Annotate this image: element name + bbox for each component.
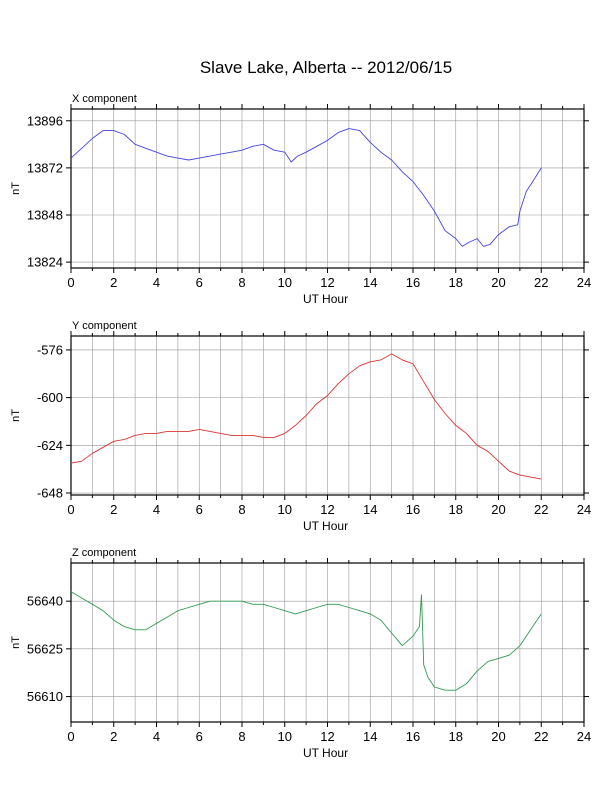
panel-2-x-tick-label: 2: [110, 729, 117, 744]
panel-0-x-tick-label: 12: [320, 275, 334, 290]
panel-0-y-tick-label: 13872: [27, 160, 63, 175]
panel-2-x-axis-label: UT Hour: [303, 746, 348, 760]
panel-2-x-tick-label: 24: [577, 729, 591, 744]
panel-2-x-tick-label: 20: [491, 729, 505, 744]
panel-0-x-tick-label: 2: [110, 275, 117, 290]
panel-1-y-tick-label: -600: [37, 390, 63, 405]
panel-1-x-tick-label: 6: [196, 502, 203, 517]
panel-1-y-tick-label: -576: [37, 342, 63, 357]
panel-0-x-tick-label: 22: [534, 275, 548, 290]
panel-1-component-label: Y component: [72, 320, 137, 332]
panel-0-x-tick-label: 16: [406, 275, 420, 290]
panel-2-component-label: Z component: [72, 547, 136, 559]
panel-2-x-tick-label: 8: [238, 729, 245, 744]
panel-1-y-tick-label: -624: [37, 438, 63, 453]
page-title: Slave Lake, Alberta -- 2012/06/15: [199, 58, 453, 77]
panel-1-y-tick-label: -648: [37, 486, 63, 501]
panel-1-x-tick-label: 14: [363, 502, 377, 517]
panel-2-x-tick-label: 4: [153, 729, 160, 744]
panel-0-x-tick-label: 6: [196, 275, 203, 290]
panel-1-x-tick-label: 8: [238, 502, 245, 517]
panel-0-x-tick-label: 10: [278, 275, 292, 290]
panel-0-series-line: [70, 128, 542, 247]
panel-1-x-tick-label: 22: [534, 502, 548, 517]
panel-2-x-tick-label: 10: [278, 729, 292, 744]
panel-1-x-tick-label: 16: [406, 502, 420, 517]
panel-0-x-tick-label: 18: [449, 275, 463, 290]
panel-2-series-line: [70, 591, 542, 691]
panel-0-x-tick-label: 24: [577, 275, 591, 290]
panel-0-x-axis-label: UT Hour: [303, 292, 348, 306]
panel-2-x-tick-label: 18: [449, 729, 463, 744]
panel-0-x-tick-label: 14: [363, 275, 377, 290]
panel-2-x-tick-label: 14: [363, 729, 377, 744]
panel-2-y-tick-label: 56640: [27, 594, 63, 609]
panel-1-x-tick-label: 24: [577, 502, 591, 517]
panel-2-x-tick-label: 0: [67, 729, 74, 744]
panel-0-x-tick-label: 8: [238, 275, 245, 290]
panel-1-x-tick-label: 20: [491, 502, 505, 517]
panel-1-y-axis-label: nT: [10, 409, 22, 422]
panel-0-x-tick-label: 20: [491, 275, 505, 290]
panel-2-x-tick-label: 22: [534, 729, 548, 744]
panel-0-x-tick-label: 0: [67, 275, 74, 290]
panel-1-x-axis-label: UT Hour: [303, 519, 348, 533]
panel-0-y-tick-label: 13824: [27, 255, 63, 270]
panel-0-component-label: X component: [72, 93, 137, 105]
panel-2-x-tick-label: 6: [196, 729, 203, 744]
panel-1-x-tick-label: 12: [320, 502, 334, 517]
panel-1-series-line: [70, 353, 542, 480]
panel-1-x-tick-label: 2: [110, 502, 117, 517]
panel-0-y-axis-label: nT: [10, 182, 22, 195]
panel-2-x-tick-label: 12: [320, 729, 334, 744]
panel-2-y-tick-label: 56610: [27, 689, 63, 704]
x-component-panel: 0 2 4 6 8 10 12 14 16 18 20 22 241382413848138721389…: [10, 93, 591, 306]
panel-0-y-tick-label: 13896: [27, 113, 63, 128]
panel-1-x-tick-label: 18: [449, 502, 463, 517]
panel-0-y-tick-label: 13848: [27, 208, 63, 223]
panel-2-y-axis-label: nT: [10, 636, 22, 649]
panel-1-x-tick-label: 0: [67, 502, 74, 517]
panel-2-y-tick-label: 56625: [27, 641, 63, 656]
panel-0-x-tick-label: 4: [153, 275, 160, 290]
panel-2-x-tick-label: 16: [406, 729, 420, 744]
panel-1-x-tick-label: 4: [153, 502, 160, 517]
panel-1-x-tick-label: 10: [278, 502, 292, 517]
